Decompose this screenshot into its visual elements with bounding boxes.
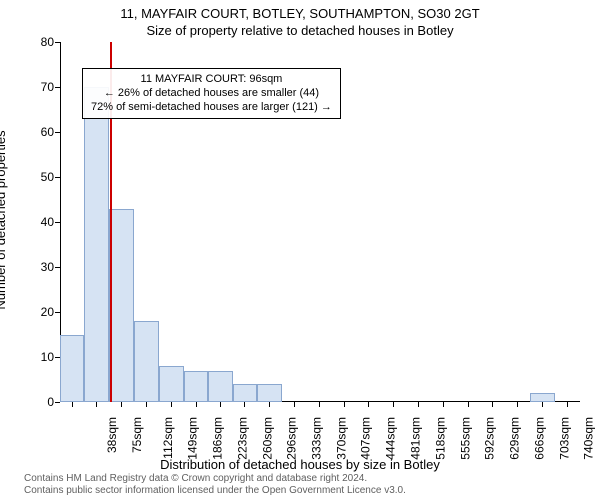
x-tick-label: 555sqm [458, 417, 472, 460]
title-line-2: Size of property relative to detached ho… [0, 23, 600, 38]
histogram-bar [233, 384, 258, 402]
y-tick-label: 20 [4, 305, 54, 319]
x-tick-mark [220, 402, 221, 407]
annotation-line: 72% of semi-detached houses are larger (… [91, 101, 332, 115]
histogram-bar [134, 321, 159, 402]
annotation-line: 11 MAYFAIR COURT: 96sqm [91, 73, 332, 87]
x-tick-label: 260sqm [261, 417, 275, 460]
chart-container: 11, MAYFAIR COURT, BOTLEY, SOUTHAMPTON, … [0, 0, 600, 500]
x-tick-label: 296sqm [285, 417, 299, 460]
y-tick-label: 80 [4, 35, 54, 49]
x-tick-mark [492, 402, 493, 407]
x-tick-mark [542, 402, 543, 407]
histogram-bar [257, 384, 282, 402]
x-tick-mark [393, 402, 394, 407]
x-tick-label: 407sqm [359, 417, 373, 460]
x-tick-label: 666sqm [533, 417, 547, 460]
x-tick-label: 592sqm [483, 417, 497, 460]
x-tick-mark [368, 402, 369, 407]
histogram-bar [109, 209, 134, 403]
x-tick-mark [468, 402, 469, 407]
x-tick-mark [344, 402, 345, 407]
x-tick-label: 223sqm [236, 417, 250, 460]
x-tick-mark [517, 402, 518, 407]
title-line-1: 11, MAYFAIR COURT, BOTLEY, SOUTHAMPTON, … [0, 6, 600, 21]
x-tick-mark [319, 402, 320, 407]
y-tick-label: 70 [4, 80, 54, 94]
x-tick-mark [567, 402, 568, 407]
x-tick-label: 186sqm [211, 417, 225, 460]
x-tick-mark [418, 402, 419, 407]
x-tick-mark [244, 402, 245, 407]
y-tick-label: 60 [4, 125, 54, 139]
x-tick-mark [146, 402, 147, 407]
y-tick-mark [55, 177, 60, 178]
y-tick-label: 10 [4, 350, 54, 364]
x-tick-label: 481sqm [409, 417, 423, 460]
x-tick-mark [294, 402, 295, 407]
y-tick-label: 50 [4, 170, 54, 184]
y-tick-label: 30 [4, 260, 54, 274]
y-tick-mark [55, 42, 60, 43]
x-tick-mark [96, 402, 97, 407]
y-tick-label: 0 [4, 395, 54, 409]
annotation-line: ← 26% of detached houses are smaller (44… [91, 87, 332, 101]
histogram-bar [184, 371, 209, 403]
x-tick-mark [72, 402, 73, 407]
x-tick-label: 333sqm [309, 417, 323, 460]
histogram-bar [530, 393, 555, 402]
x-tick-label: 112sqm [160, 417, 174, 459]
x-tick-label: 149sqm [186, 417, 200, 460]
histogram-bar [159, 366, 184, 402]
footer-line-1: Contains HM Land Registry data © Crown c… [24, 473, 406, 485]
histogram-bar [208, 371, 233, 403]
y-tick-mark [55, 87, 60, 88]
x-tick-mark [171, 402, 172, 407]
x-tick-label: 703sqm [557, 417, 571, 460]
annotation-box: 11 MAYFAIR COURT: 96sqm← 26% of detached… [82, 68, 341, 119]
footer-attribution: Contains HM Land Registry data © Crown c… [24, 473, 406, 496]
x-axis-label: Distribution of detached houses by size … [0, 457, 600, 472]
x-tick-label: 629sqm [508, 417, 522, 460]
plot-area: 0102030405060708038sqm75sqm112sqm149sqm1… [60, 42, 580, 402]
histogram-bar [84, 87, 109, 402]
x-tick-label: 518sqm [433, 417, 447, 460]
x-tick-label: 740sqm [582, 417, 596, 460]
x-tick-label: 75sqm [130, 417, 144, 453]
x-tick-mark [443, 402, 444, 407]
x-tick-label: 370sqm [334, 417, 348, 460]
x-tick-label: 38sqm [105, 417, 119, 453]
histogram-bar [60, 335, 85, 403]
x-tick-mark [196, 402, 197, 407]
y-tick-mark [55, 312, 60, 313]
plot-inner: 0102030405060708038sqm75sqm112sqm149sqm1… [60, 42, 580, 402]
y-tick-mark [55, 267, 60, 268]
y-tick-label: 40 [4, 215, 54, 229]
x-tick-label: 444sqm [384, 417, 398, 460]
x-tick-mark [121, 402, 122, 407]
x-tick-mark [269, 402, 270, 407]
footer-line-2: Contains public sector information licen… [24, 485, 406, 497]
y-tick-mark [55, 222, 60, 223]
y-tick-mark [55, 132, 60, 133]
